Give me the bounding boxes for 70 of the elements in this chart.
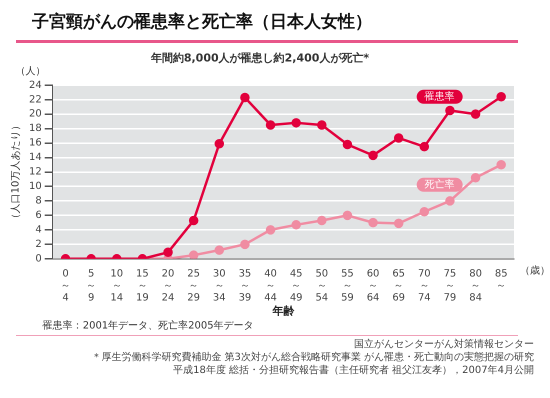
point xyxy=(240,240,250,250)
point xyxy=(342,140,352,150)
point xyxy=(188,250,198,259)
y-tick-label: 24 xyxy=(28,80,42,91)
y-tick-label: 0 xyxy=(35,253,42,264)
point xyxy=(368,150,378,160)
chart-title: 子宮頸がんの罹患率と死亡率（日本人女性） xyxy=(32,11,372,33)
text: （人） xyxy=(16,66,46,77)
y-tick-label: 22 xyxy=(28,94,42,106)
x-tick-label: 70 ～ 74 xyxy=(418,268,431,304)
point xyxy=(163,248,173,258)
y-tick-label: 14 xyxy=(28,152,42,164)
point xyxy=(291,118,301,128)
chart-subtitle: 年間約8,000人が罹患し約2,400人が死亡* xyxy=(150,51,370,64)
point xyxy=(470,173,480,183)
point xyxy=(394,133,404,143)
x-tick-label: 75 ～ 79 xyxy=(444,268,456,304)
point xyxy=(240,92,250,102)
point xyxy=(368,218,378,228)
x-tick-label: 35 ～ 39 xyxy=(238,268,252,304)
point xyxy=(470,109,480,119)
point xyxy=(291,220,301,230)
x-tick-label: 30 ～ 34 xyxy=(212,268,226,304)
x-tick-label: 15 ～ 19 xyxy=(136,268,149,304)
y-tick-label: 6 xyxy=(35,210,42,221)
point xyxy=(214,245,224,255)
point xyxy=(317,120,327,130)
y-tick-label: 10 xyxy=(28,181,42,192)
point xyxy=(266,225,276,235)
y-tick-label: 8 xyxy=(35,196,42,207)
point xyxy=(496,160,506,170)
y-tick-label: 18 xyxy=(28,123,42,134)
y-tick-label: 4 xyxy=(35,224,42,236)
point xyxy=(266,120,276,130)
point xyxy=(420,142,430,152)
x-tick-label: 65 ～ 69 xyxy=(392,268,406,304)
point xyxy=(445,196,455,206)
x-tick-label: 55 ～ 59 xyxy=(341,268,354,304)
x-tick-label: 80 ～ 84 xyxy=(469,268,482,304)
point xyxy=(214,139,224,149)
series-label: 罹患率 xyxy=(424,90,455,102)
x-tick-label: 5 ～ 9 xyxy=(86,268,96,304)
x-tick-label: 85 ～ xyxy=(494,268,508,292)
text: 罹患率：2001年データ、死亡率2005年データ xyxy=(42,320,254,332)
x-tick-label: 0 ～ 4 xyxy=(60,268,71,304)
point xyxy=(342,210,352,220)
text: ＊厚生労働科学研究費補助金 第3次対がん総合戦略研究事業 がん罹患・死亡動向の実態把握の研究 xyxy=(91,351,534,364)
x-tick-label: 25 ～ 29 xyxy=(187,268,200,304)
point xyxy=(188,216,198,226)
y-tick-label: 16 xyxy=(28,138,42,149)
point xyxy=(496,92,506,102)
x-tick-label: 20 ～ 24 xyxy=(162,268,174,304)
series-label: 死亡率 xyxy=(424,178,455,190)
y-tick-label: 20 xyxy=(28,108,42,120)
x-tick-label: 60 ～ 64 xyxy=(366,268,380,304)
point xyxy=(445,106,455,116)
text: 平成18年度 総括・分担研究報告書（主任研究者 祖父江友孝），2007年4月公開 xyxy=(172,364,534,377)
y-tick-label: 2 xyxy=(35,238,42,250)
x-tick-label: 40 ～ 44 xyxy=(264,268,277,304)
text: 国立がんセンターがん対策情報センター xyxy=(353,338,534,351)
y-tick-label: 12 xyxy=(28,166,42,178)
text: （歳） xyxy=(520,264,550,276)
y-axis-title: （人口10万人あたり） xyxy=(10,120,22,224)
point xyxy=(317,216,327,226)
point xyxy=(420,207,430,217)
x-tick-label: 50 ～ 54 xyxy=(315,268,328,304)
x-tick-label: 10 ～ 14 xyxy=(110,268,124,304)
x-tick-label: 45 ～ 49 xyxy=(290,268,303,304)
x-axis-title: 年齢 xyxy=(271,304,296,318)
point xyxy=(394,218,404,228)
